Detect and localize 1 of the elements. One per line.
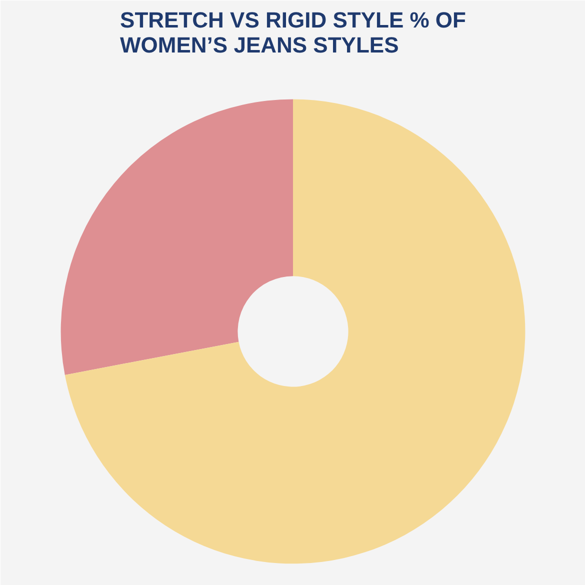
chart-title: STRETCH VS RIGID STYLE % OF WOMEN’S JEANS STYLES <box>120 8 466 58</box>
